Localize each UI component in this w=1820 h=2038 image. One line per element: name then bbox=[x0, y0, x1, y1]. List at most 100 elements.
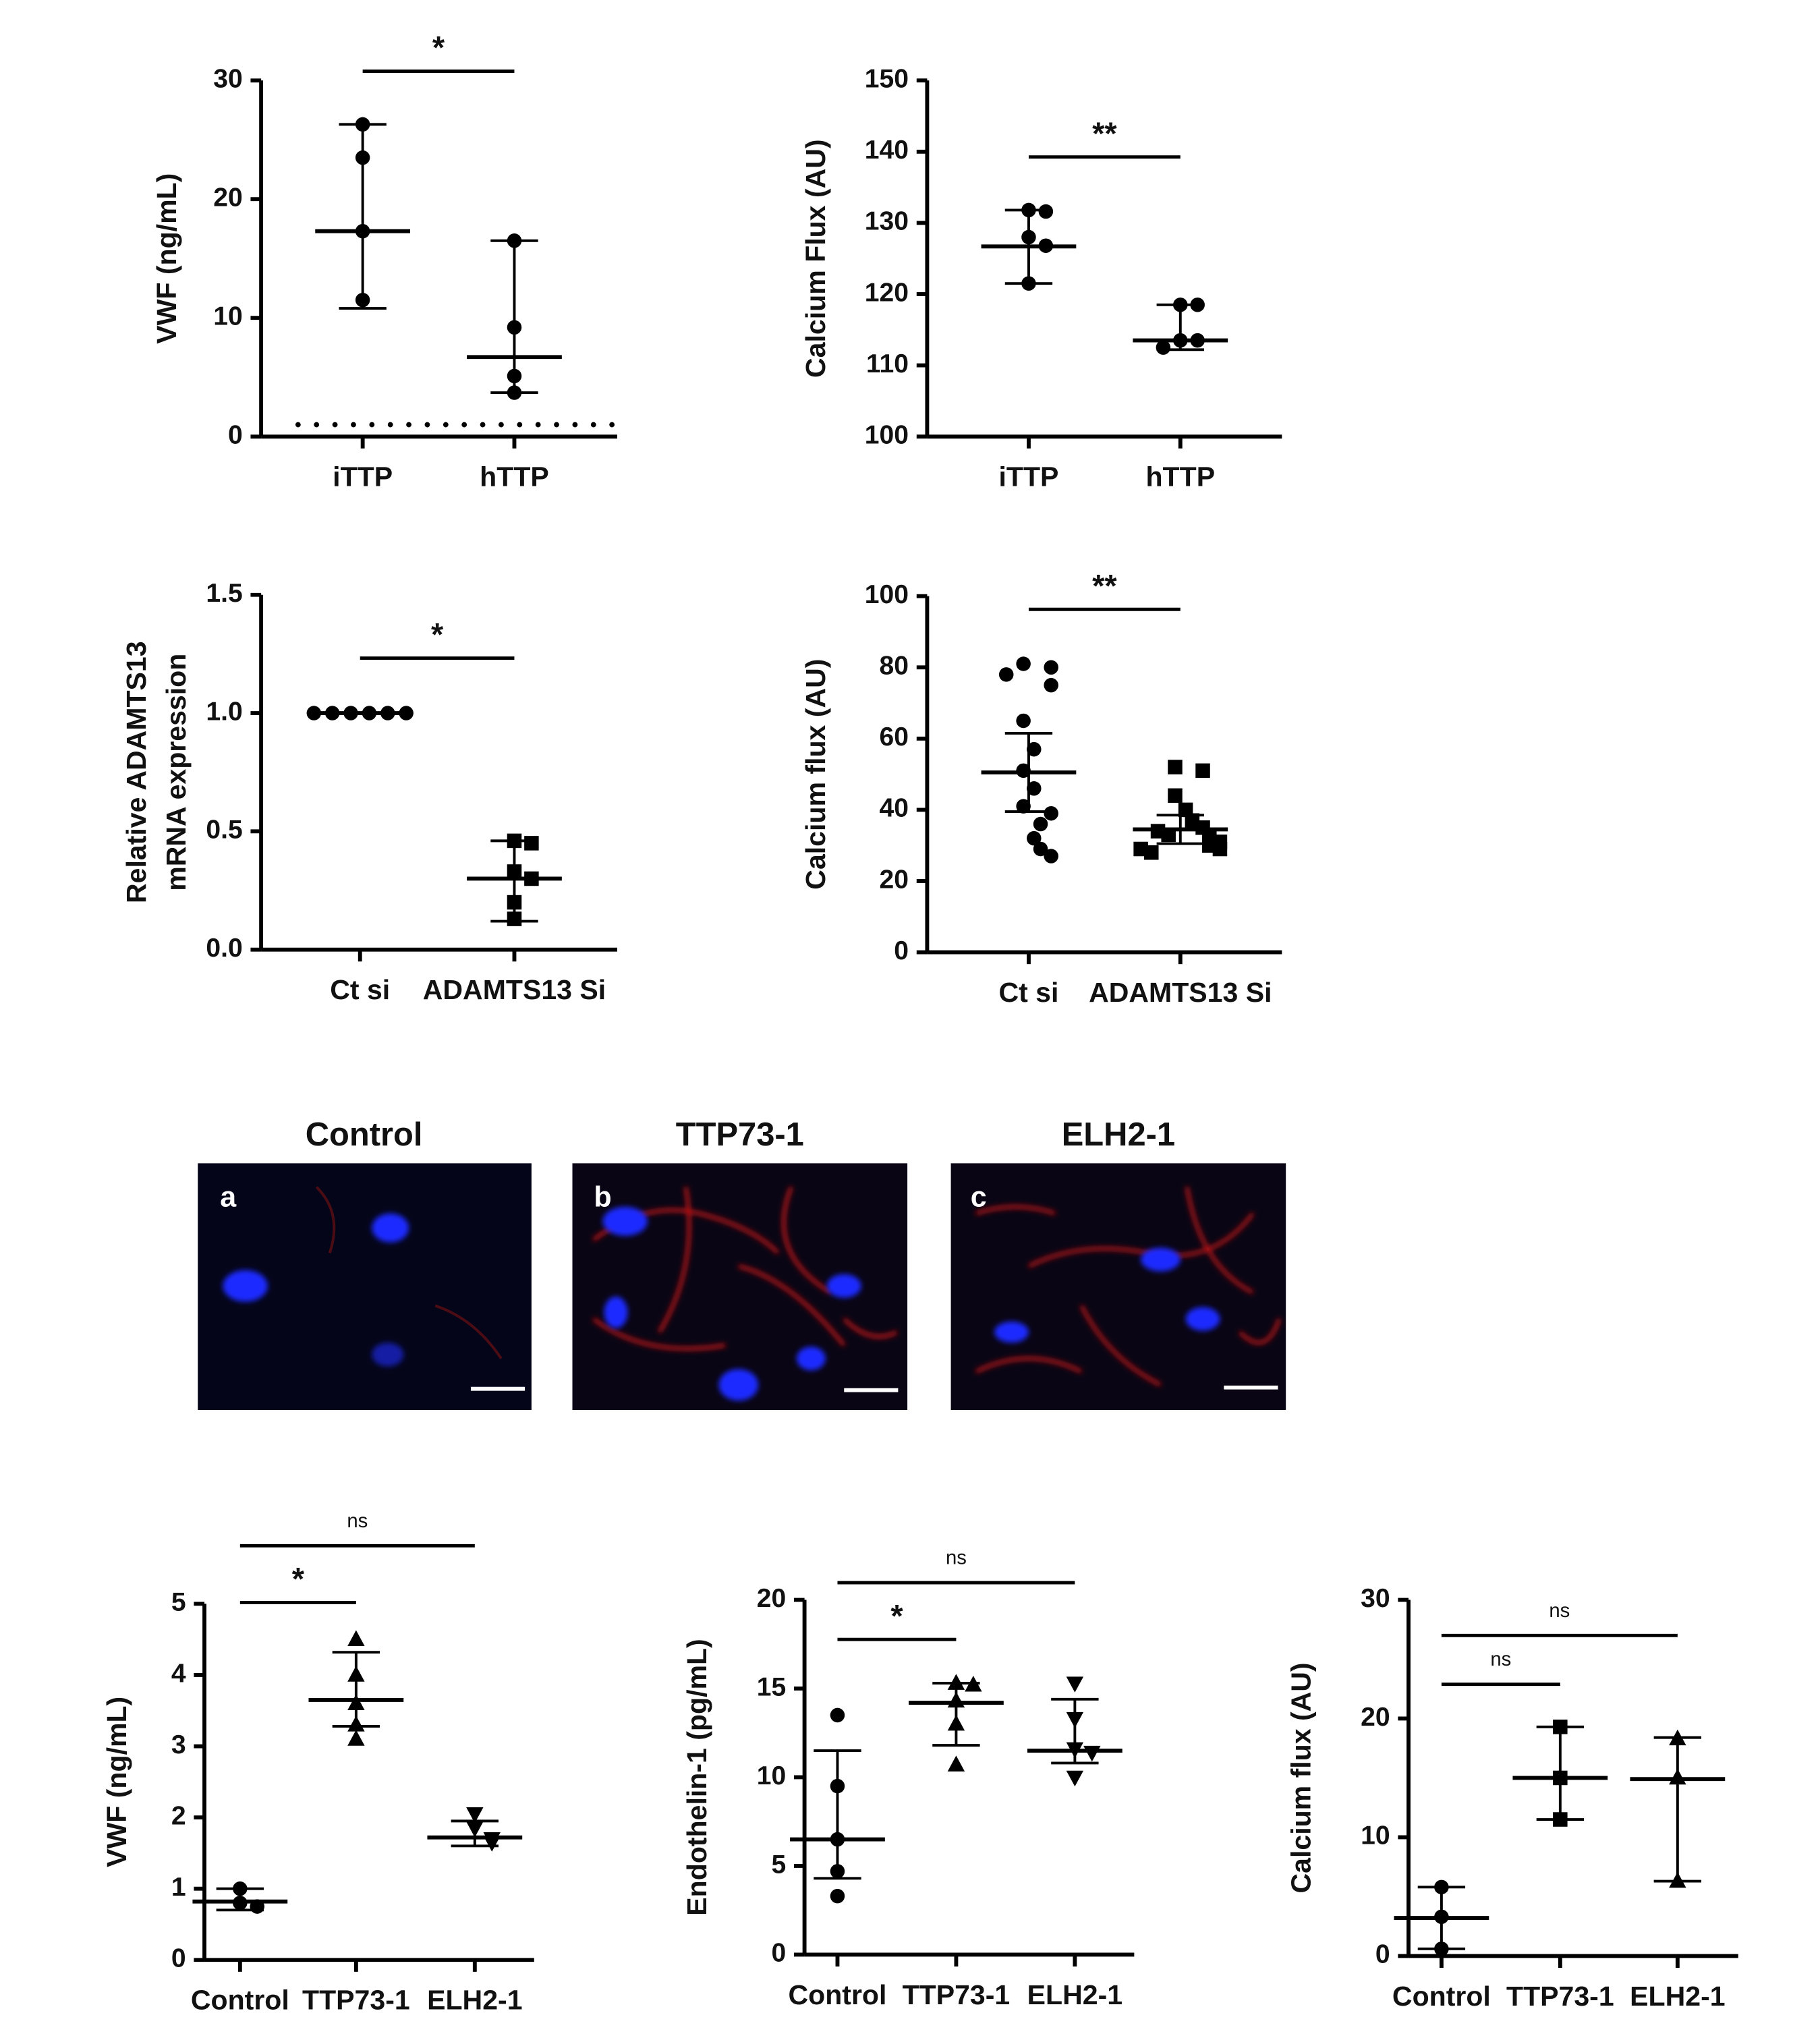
y-tick-label: 20 bbox=[757, 1584, 786, 1613]
data-point bbox=[1553, 1812, 1568, 1827]
significance-label: ns bbox=[347, 1510, 368, 1532]
x-tick-label: TTP73-1 bbox=[1506, 1981, 1614, 2012]
y-tick-label: 40 bbox=[880, 794, 909, 823]
y-tick-label: 20 bbox=[880, 865, 909, 894]
data-point bbox=[507, 368, 522, 384]
data-point bbox=[1168, 788, 1183, 803]
data-point bbox=[1016, 799, 1031, 814]
y-tick-label: 1.0 bbox=[206, 697, 242, 726]
panel-letter: c bbox=[971, 1181, 987, 1214]
data-point bbox=[965, 1676, 982, 1692]
significance-label: ns bbox=[1490, 1648, 1511, 1670]
data-point bbox=[1161, 827, 1176, 843]
micrograph-b bbox=[572, 1163, 908, 1410]
y-tick-label: 140 bbox=[865, 136, 909, 165]
data-point bbox=[1038, 204, 1054, 219]
data-point bbox=[1173, 298, 1188, 312]
data-point bbox=[347, 1630, 365, 1646]
data-point bbox=[947, 1755, 965, 1772]
x-tick-label: iTTP bbox=[333, 461, 393, 492]
data-point bbox=[1021, 276, 1036, 291]
data-point bbox=[1434, 1879, 1449, 1895]
significance-label: ** bbox=[1092, 116, 1117, 151]
y-axis-label: Relative ADAMTS13 bbox=[121, 641, 152, 903]
data-point bbox=[347, 1730, 365, 1746]
data-point bbox=[947, 1691, 965, 1708]
y-tick-label: 1.5 bbox=[206, 579, 242, 608]
x-tick-label: ELH2-1 bbox=[1027, 1979, 1122, 2010]
x-tick-label: hTTP bbox=[480, 461, 549, 492]
data-point bbox=[1021, 229, 1036, 245]
data-point bbox=[1669, 1768, 1686, 1785]
y-tick-label: 3 bbox=[171, 1730, 186, 1759]
data-point bbox=[1038, 238, 1054, 253]
data-point bbox=[507, 911, 522, 926]
y-axis-label: Calcium Flux (AU) bbox=[800, 139, 831, 378]
data-point bbox=[1553, 1720, 1568, 1734]
y-axis-label: Endothelin-1 (pg/mL) bbox=[681, 1639, 712, 1915]
image-title: ELH2-1 bbox=[1062, 1116, 1175, 1153]
x-tick-label: Control bbox=[191, 1985, 289, 2016]
data-point bbox=[507, 864, 522, 879]
significance-label: ** bbox=[1092, 568, 1117, 603]
significance-label: * bbox=[890, 1598, 903, 1633]
data-point bbox=[1066, 1770, 1084, 1787]
y-tick-label: 60 bbox=[880, 723, 909, 752]
data-point bbox=[1669, 1729, 1686, 1746]
y-tick-label: 1 bbox=[171, 1873, 186, 1902]
data-point bbox=[355, 293, 370, 308]
data-point bbox=[998, 667, 1014, 682]
data-point bbox=[1044, 677, 1058, 693]
y-axis-label: Calcium flux (AU) bbox=[800, 659, 831, 890]
significance-label: ns bbox=[1549, 1600, 1570, 1622]
data-point bbox=[343, 706, 358, 720]
y-tick-label: 30 bbox=[213, 65, 242, 94]
panel-letter: a bbox=[220, 1181, 237, 1214]
data-point bbox=[1044, 660, 1058, 675]
y-tick-label: 110 bbox=[866, 349, 909, 378]
significance-label: * bbox=[292, 1562, 305, 1597]
data-point bbox=[355, 223, 370, 239]
y-tick-label: 150 bbox=[865, 65, 909, 94]
data-point bbox=[1083, 1745, 1101, 1762]
x-tick-label: Control bbox=[1392, 1981, 1491, 2012]
data-point bbox=[1168, 760, 1183, 774]
data-point bbox=[947, 1714, 965, 1731]
y-axis-label: VWF (ng/mL) bbox=[101, 1697, 132, 1867]
panel-letter: b bbox=[594, 1181, 611, 1214]
data-point bbox=[483, 1836, 501, 1852]
x-tick-label: iTTP bbox=[998, 461, 1058, 492]
y-tick-label: 15 bbox=[757, 1672, 786, 1701]
y-tick-label: 100 bbox=[865, 580, 909, 609]
image-title: TTP73-1 bbox=[676, 1116, 804, 1153]
x-tick-label: TTP73-1 bbox=[302, 1985, 410, 2016]
data-point bbox=[830, 1778, 845, 1794]
data-point bbox=[1066, 1742, 1084, 1759]
y-tick-label: 30 bbox=[1361, 1584, 1390, 1613]
data-point bbox=[380, 706, 395, 720]
data-point bbox=[830, 1864, 845, 1879]
y-tick-label: 0 bbox=[1375, 1940, 1390, 1969]
significance-label: ns bbox=[946, 1547, 967, 1569]
y-tick-label: 0 bbox=[171, 1944, 186, 1973]
image-title: Control bbox=[306, 1116, 423, 1153]
y-tick-label: 2 bbox=[171, 1801, 186, 1830]
data-point bbox=[507, 833, 522, 849]
data-point bbox=[524, 871, 539, 886]
data-point bbox=[1033, 816, 1048, 832]
y-tick-label: 10 bbox=[757, 1761, 786, 1790]
y-tick-label: 120 bbox=[865, 278, 909, 307]
data-point bbox=[507, 233, 522, 248]
micrograph-c bbox=[950, 1163, 1286, 1410]
y-tick-label: 0 bbox=[228, 420, 243, 449]
data-point bbox=[1027, 781, 1042, 796]
y-axis-label: mRNA expression bbox=[161, 654, 192, 891]
data-point bbox=[1434, 1942, 1449, 1956]
data-point bbox=[507, 320, 522, 335]
y-tick-label: 5 bbox=[171, 1588, 186, 1617]
y-tick-label: 4 bbox=[171, 1659, 186, 1688]
data-point bbox=[347, 1694, 365, 1710]
micrograph-a bbox=[198, 1163, 532, 1410]
data-point bbox=[830, 1888, 845, 1904]
data-point bbox=[830, 1832, 845, 1847]
